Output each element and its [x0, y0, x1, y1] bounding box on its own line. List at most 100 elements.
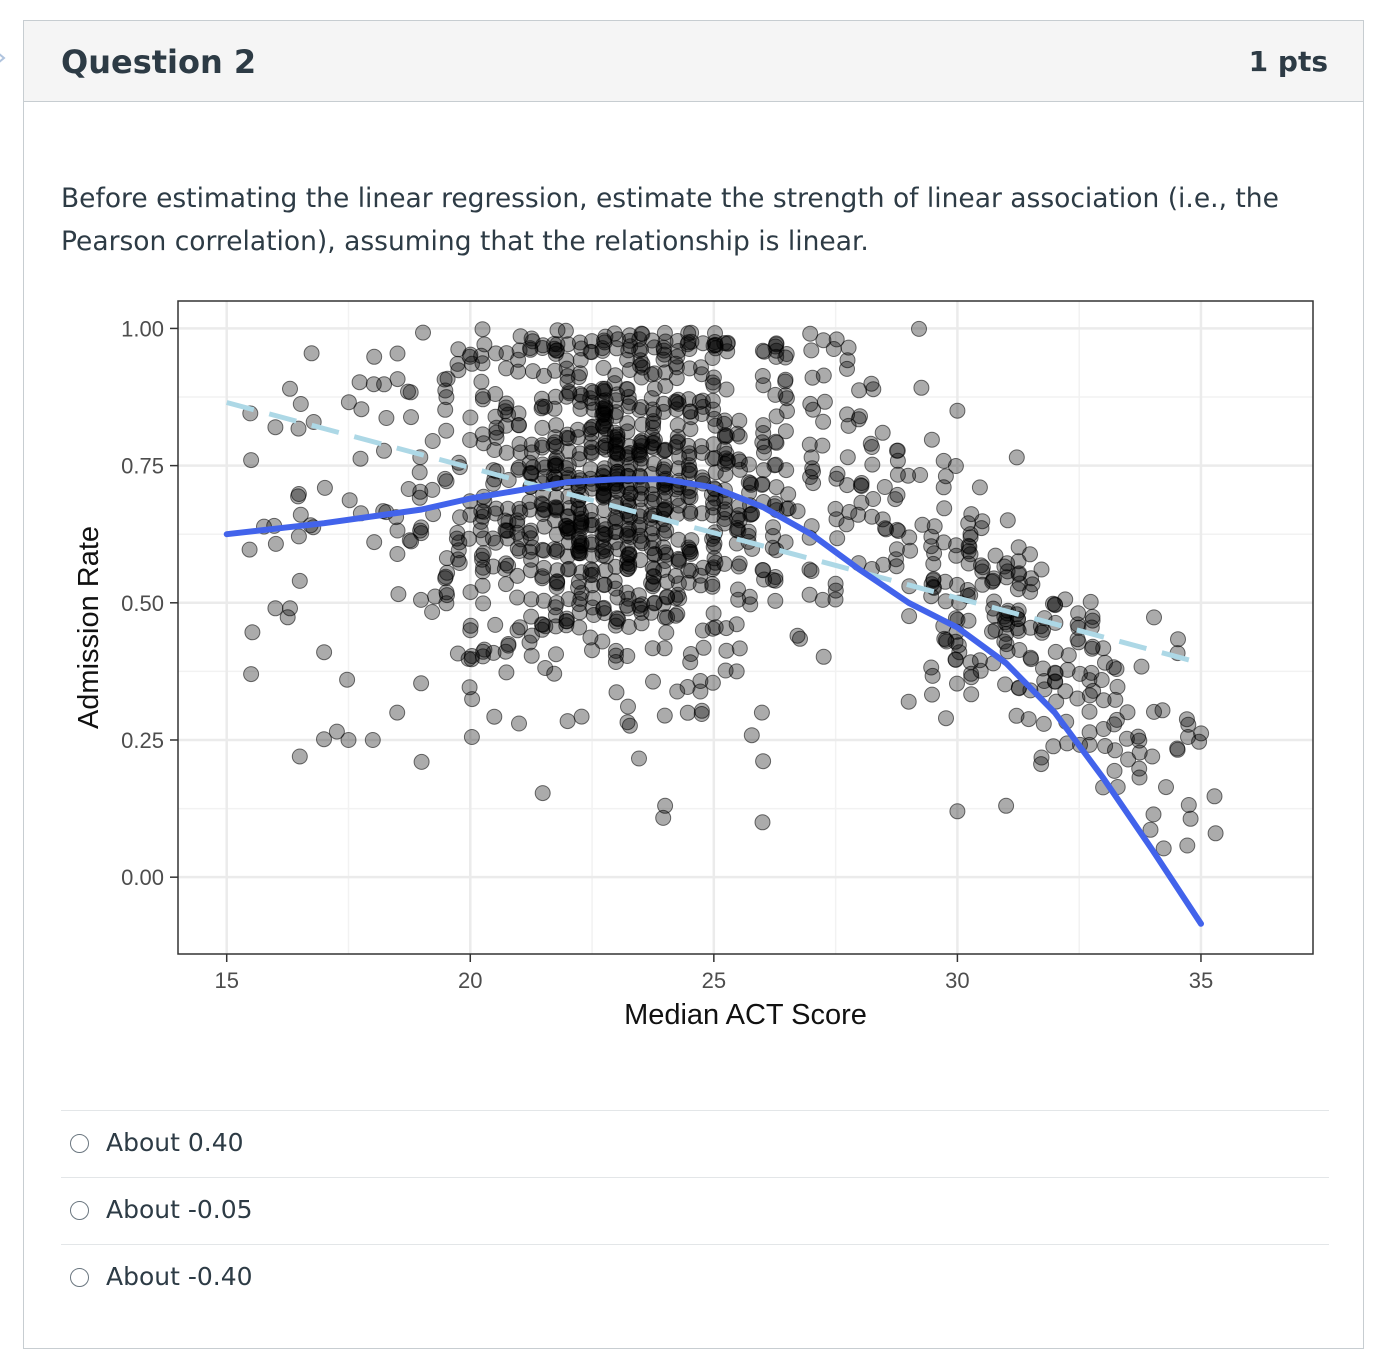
data-point [777, 423, 794, 440]
data-point [789, 627, 806, 644]
data-point [487, 345, 504, 362]
data-point [498, 360, 515, 377]
data-point [583, 383, 600, 399]
data-point [606, 325, 623, 342]
chevron-right-icon[interactable] [0, 46, 8, 70]
data-point [655, 351, 672, 368]
data-point [829, 530, 846, 547]
data-point [618, 584, 635, 601]
data-point [365, 376, 382, 393]
data-point [412, 522, 429, 539]
data-point [376, 442, 392, 459]
linear-fit-line [226, 400, 1202, 666]
data-point [1130, 728, 1147, 745]
data-point [974, 563, 991, 580]
data-point [316, 479, 333, 496]
x-tick-label: 25 [702, 968, 726, 993]
data-point [462, 584, 479, 601]
data-point [303, 345, 320, 362]
answer-option[interactable]: About -0.05 [61, 1177, 1329, 1244]
data-point [512, 619, 528, 636]
radio-button[interactable] [70, 1134, 89, 1153]
data-point [596, 576, 613, 593]
data-point [509, 622, 526, 639]
data-point [389, 345, 406, 362]
data-point [1048, 693, 1065, 710]
data-point [816, 393, 833, 410]
data-point [852, 408, 868, 425]
data-point [461, 348, 478, 365]
data-point [621, 362, 638, 378]
data-point [475, 435, 492, 452]
data-point [671, 590, 688, 607]
data-point [548, 646, 564, 663]
data-point [537, 618, 554, 635]
data-point [669, 428, 686, 445]
data-point [389, 371, 406, 388]
data-point [1035, 715, 1052, 732]
data-point [546, 665, 563, 682]
data-point [644, 578, 661, 595]
data-point [366, 534, 383, 551]
radio-button[interactable] [70, 1268, 89, 1287]
data-point [633, 399, 650, 416]
data-point [449, 524, 466, 541]
data-point [535, 592, 552, 609]
data-point [498, 576, 514, 593]
data-point [573, 708, 590, 725]
data-point [924, 686, 940, 703]
y-tick-label: 0.00 [121, 865, 164, 890]
data-point [403, 533, 420, 550]
data-point [498, 555, 514, 572]
data-point [1084, 638, 1101, 655]
data-point [1180, 716, 1197, 733]
data-point [463, 729, 480, 745]
data-point [1133, 658, 1150, 675]
data-point [670, 460, 687, 477]
data-point [485, 644, 502, 661]
data-point [474, 355, 491, 372]
data-point [963, 686, 980, 703]
data-point [814, 591, 831, 608]
data-point [1180, 797, 1197, 813]
data-point [645, 434, 662, 451]
data-point [1009, 581, 1026, 598]
x-tick-label: 30 [945, 968, 969, 993]
x-tick-label: 35 [1189, 968, 1213, 993]
data-point [521, 454, 538, 471]
data-point [485, 558, 502, 575]
radio-button[interactable] [70, 1201, 89, 1220]
data-point [573, 506, 589, 522]
data-point [997, 676, 1014, 693]
answer-option[interactable]: About 0.40 [61, 1110, 1329, 1177]
data-point [584, 642, 600, 659]
data-point [364, 732, 381, 748]
data-point [658, 522, 675, 539]
data-point [730, 581, 746, 598]
answer-option[interactable]: About -0.40 [61, 1244, 1329, 1311]
data-point [1179, 837, 1196, 854]
data-point [670, 391, 687, 408]
data-point [534, 616, 551, 633]
data-point [424, 433, 441, 449]
data-point [973, 557, 989, 574]
data-point [1022, 546, 1038, 563]
data-point [681, 341, 698, 357]
data-point [499, 500, 516, 517]
data-point [679, 704, 696, 721]
data-point [889, 486, 906, 503]
data-point [827, 575, 844, 592]
data-point [582, 461, 599, 478]
data-point [707, 464, 724, 481]
data-point [887, 491, 904, 508]
data-point [1106, 716, 1123, 733]
data-point [535, 542, 552, 559]
data-point [597, 437, 614, 454]
data-point [801, 436, 818, 453]
data-point [827, 582, 844, 599]
data-point [718, 427, 735, 444]
data-point [974, 513, 991, 530]
data-point [718, 381, 735, 398]
data-point [316, 731, 332, 748]
data-point [474, 321, 491, 338]
